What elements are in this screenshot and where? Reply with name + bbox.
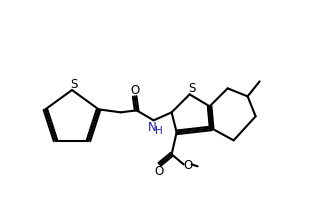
Text: S: S bbox=[188, 82, 195, 95]
Text: O: O bbox=[183, 159, 192, 172]
Text: O: O bbox=[130, 84, 139, 97]
Text: O: O bbox=[154, 165, 163, 178]
Text: S: S bbox=[70, 79, 78, 92]
Text: N: N bbox=[148, 121, 157, 134]
Text: H: H bbox=[155, 126, 162, 136]
